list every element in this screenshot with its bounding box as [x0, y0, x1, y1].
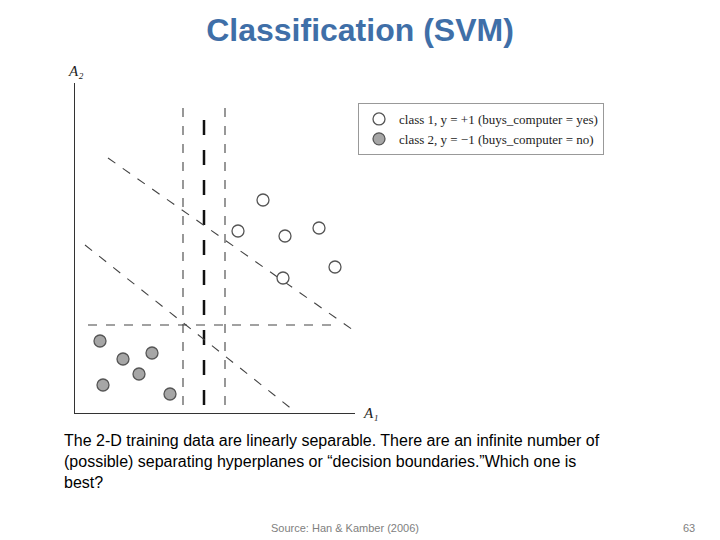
svg-text:A₂: A₂ — [68, 63, 83, 79]
svg-text:class 2, y = −1 (buys_computer: class 2, y = −1 (buys_computer = no) — [399, 132, 594, 147]
svg-text:class 1, y = +1 (buys_computer: class 1, y = +1 (buys_computer = yes) — [399, 112, 598, 127]
svg-text:Source: Han & Kamber (2006): Source: Han & Kamber (2006) — [271, 522, 419, 534]
svg-text:63: 63 — [683, 522, 695, 534]
svg-text:A₁: A₁ — [363, 405, 378, 421]
svg-text:The 2-D training data are line: The 2-D training data are linearly separ… — [64, 432, 600, 491]
svg-text:Classification (SVM): Classification (SVM) — [206, 12, 514, 48]
